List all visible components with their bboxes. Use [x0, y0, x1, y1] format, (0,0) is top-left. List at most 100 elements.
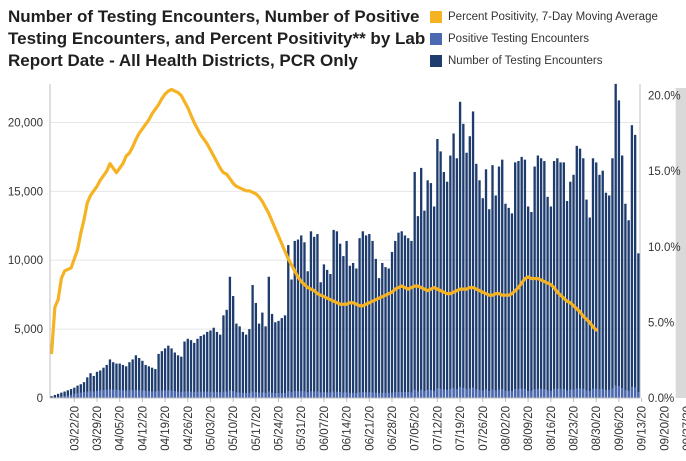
testing-encounter-bar [73, 387, 76, 398]
testing-encounter-bar [322, 264, 326, 398]
testing-encounter-bar [361, 231, 364, 398]
testing-encounter-bar [345, 240, 348, 398]
positive-encounter-bar [559, 388, 562, 398]
positive-encounter-bar [468, 388, 471, 398]
positive-encounter-bar [397, 391, 400, 398]
testing-encounter-bar [445, 181, 449, 398]
positive-encounter-bar [345, 392, 348, 398]
positive-encounter-bar [514, 389, 517, 398]
axes: 0 5,000 10,000 15,000 20,000 0.0% 5.0% 10.0% 15.… [8, 84, 686, 451]
testing-encounter-bar [462, 123, 465, 399]
testing-encounter-bar [481, 198, 484, 398]
testing-encounter-bar [154, 369, 157, 398]
testing-encounter-bar [82, 382, 86, 398]
testing-encounter-bar [630, 125, 634, 398]
testing-encounter-bar [118, 363, 121, 398]
positive-encounter-bar [536, 388, 540, 398]
legend-swatch-positivity [430, 11, 442, 23]
testing-encounter-bar [439, 151, 442, 398]
x-tick-label: 04/26/20 [183, 406, 195, 451]
testing-encounter-bar [420, 167, 423, 398]
testing-encounter-bar [274, 322, 277, 398]
testing-encounter-bar [488, 209, 491, 398]
positive-encounter-bar [277, 393, 280, 398]
testing-encounter-bar [559, 162, 562, 398]
testing-encounter-bar [167, 345, 170, 398]
positive-encounter-bar [572, 389, 575, 398]
positive-encounter-bar [368, 392, 371, 398]
positive-encounter-bar [471, 387, 475, 398]
positive-encounter-bar [549, 390, 553, 398]
x-tick-label: 04/19/20 [160, 406, 172, 451]
positive-encounter-bar [335, 391, 339, 398]
testing-encounter-bar [351, 262, 355, 398]
testing-encounter-bar [69, 389, 73, 398]
positive-encounter-bar [358, 392, 361, 398]
positive-encounter-bar [128, 390, 131, 398]
testing-encounter-bar [99, 370, 102, 398]
positive-encounter-bar [261, 392, 264, 398]
positive-encounter-bar [313, 391, 316, 398]
positive-encounter-bar [108, 389, 112, 398]
positive-encounter-bar [510, 390, 514, 398]
positive-encounter-bar [254, 391, 258, 398]
testing-encounter-bar [241, 331, 245, 398]
positive-encounter-bar [497, 389, 501, 398]
testing-encounter-bar [452, 133, 455, 398]
positive-encounter-bar [598, 389, 601, 398]
y-left-tick-label: 5,000 [14, 324, 43, 336]
positive-encounter-bar [206, 391, 209, 398]
positive-encounter-bar [530, 390, 533, 398]
x-tick-label: 07/12/20 [432, 406, 444, 451]
testing-encounter-bar [614, 83, 617, 398]
positive-encounter-bar [400, 391, 403, 398]
testing-encounter-bar [231, 296, 235, 398]
legend-label-positivity: Percent Positivity, 7-Day Moving Average [448, 11, 658, 23]
positive-encounter-bar [154, 391, 157, 398]
positivity-line-layer [50, 87, 598, 355]
testing-encounter-bar [517, 161, 520, 398]
positive-encounter-bar [407, 392, 410, 398]
testing-encounter-bar [397, 232, 400, 398]
positive-encounter-bar [238, 392, 241, 398]
testing-encounter-bar [313, 236, 316, 398]
testing-encounter-bar [199, 336, 202, 398]
testing-encounter-bar [449, 155, 452, 398]
positive-encounter-bars [50, 385, 640, 398]
positive-encounter-bar [115, 389, 118, 398]
positive-encounter-bar [582, 388, 585, 398]
testing-encounter-bar [86, 377, 89, 398]
testing-encounter-bar [186, 338, 189, 398]
positive-encounter-bar [526, 390, 530, 398]
positive-encounter-bar [384, 392, 387, 398]
testing-encounter-bar [63, 391, 66, 398]
legend-label-positive: Positive Testing Encounters [448, 33, 590, 45]
testing-encounter-bar [141, 360, 144, 398]
testing-encounter-bar [134, 355, 138, 398]
positive-encounter-bar [338, 392, 342, 398]
positive-encounter-bar [611, 388, 614, 398]
positive-encounter-bar [449, 388, 452, 398]
positive-encounter-bar [371, 392, 374, 398]
testing-encounter-bar [514, 162, 517, 398]
positive-encounter-bar [167, 390, 170, 398]
positive-encounter-bar [475, 389, 478, 398]
x-tick-label: 06/21/20 [364, 406, 376, 451]
positive-encounter-bar [394, 392, 397, 398]
testing-encounter-bar [468, 136, 471, 398]
positive-encounter-bar [403, 392, 407, 398]
positivity-line [50, 87, 598, 355]
testing-encounter-bar [539, 158, 543, 398]
testing-encounter-bars [50, 83, 640, 399]
testing-encounter-bar [621, 155, 624, 398]
positive-encounter-bar [196, 391, 199, 398]
testing-encounter-bar [400, 231, 403, 398]
positive-encounter-bar [112, 389, 115, 398]
preliminary-data-band [675, 88, 686, 398]
positive-encounter-bar [209, 391, 212, 398]
testing-encounter-bar [53, 394, 57, 398]
testing-encounter-bar [342, 256, 345, 398]
testing-encounter-bar [137, 358, 141, 398]
testing-encounter-bar [60, 392, 63, 398]
positive-encounter-bar [296, 391, 300, 398]
